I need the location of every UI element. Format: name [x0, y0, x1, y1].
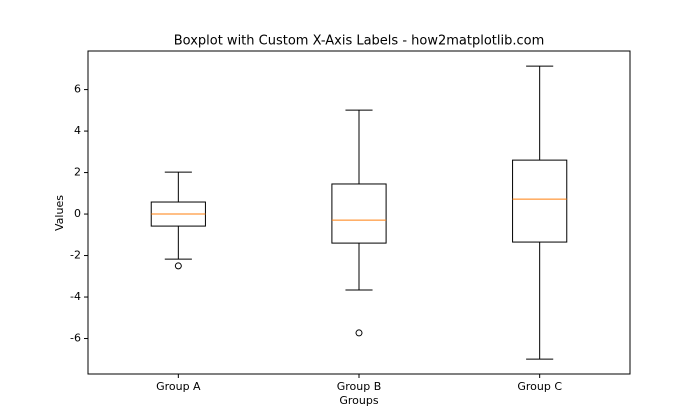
flier [174, 262, 182, 270]
x-axis-label: Groups [339, 394, 378, 407]
flier [355, 329, 363, 337]
y-tick-label: 4 [74, 124, 81, 137]
y-tick-label: 6 [74, 83, 81, 96]
y-axis-label: Values [53, 195, 66, 231]
box [512, 159, 568, 243]
y-tick-label: 2 [74, 166, 81, 179]
box [331, 183, 387, 244]
chart-title: Boxplot with Custom X-Axis Labels - how2… [174, 34, 545, 49]
y-tick-label: -2 [70, 249, 81, 262]
x-tick-label: Group C [517, 380, 562, 393]
y-tick-label: -6 [70, 332, 81, 345]
y-tick-label: 0 [74, 207, 81, 220]
y-tick-label: -4 [70, 290, 81, 303]
x-tick-label: Group B [337, 380, 382, 393]
x-tick-label: Group A [156, 380, 201, 393]
plot-frame [87, 50, 631, 375]
